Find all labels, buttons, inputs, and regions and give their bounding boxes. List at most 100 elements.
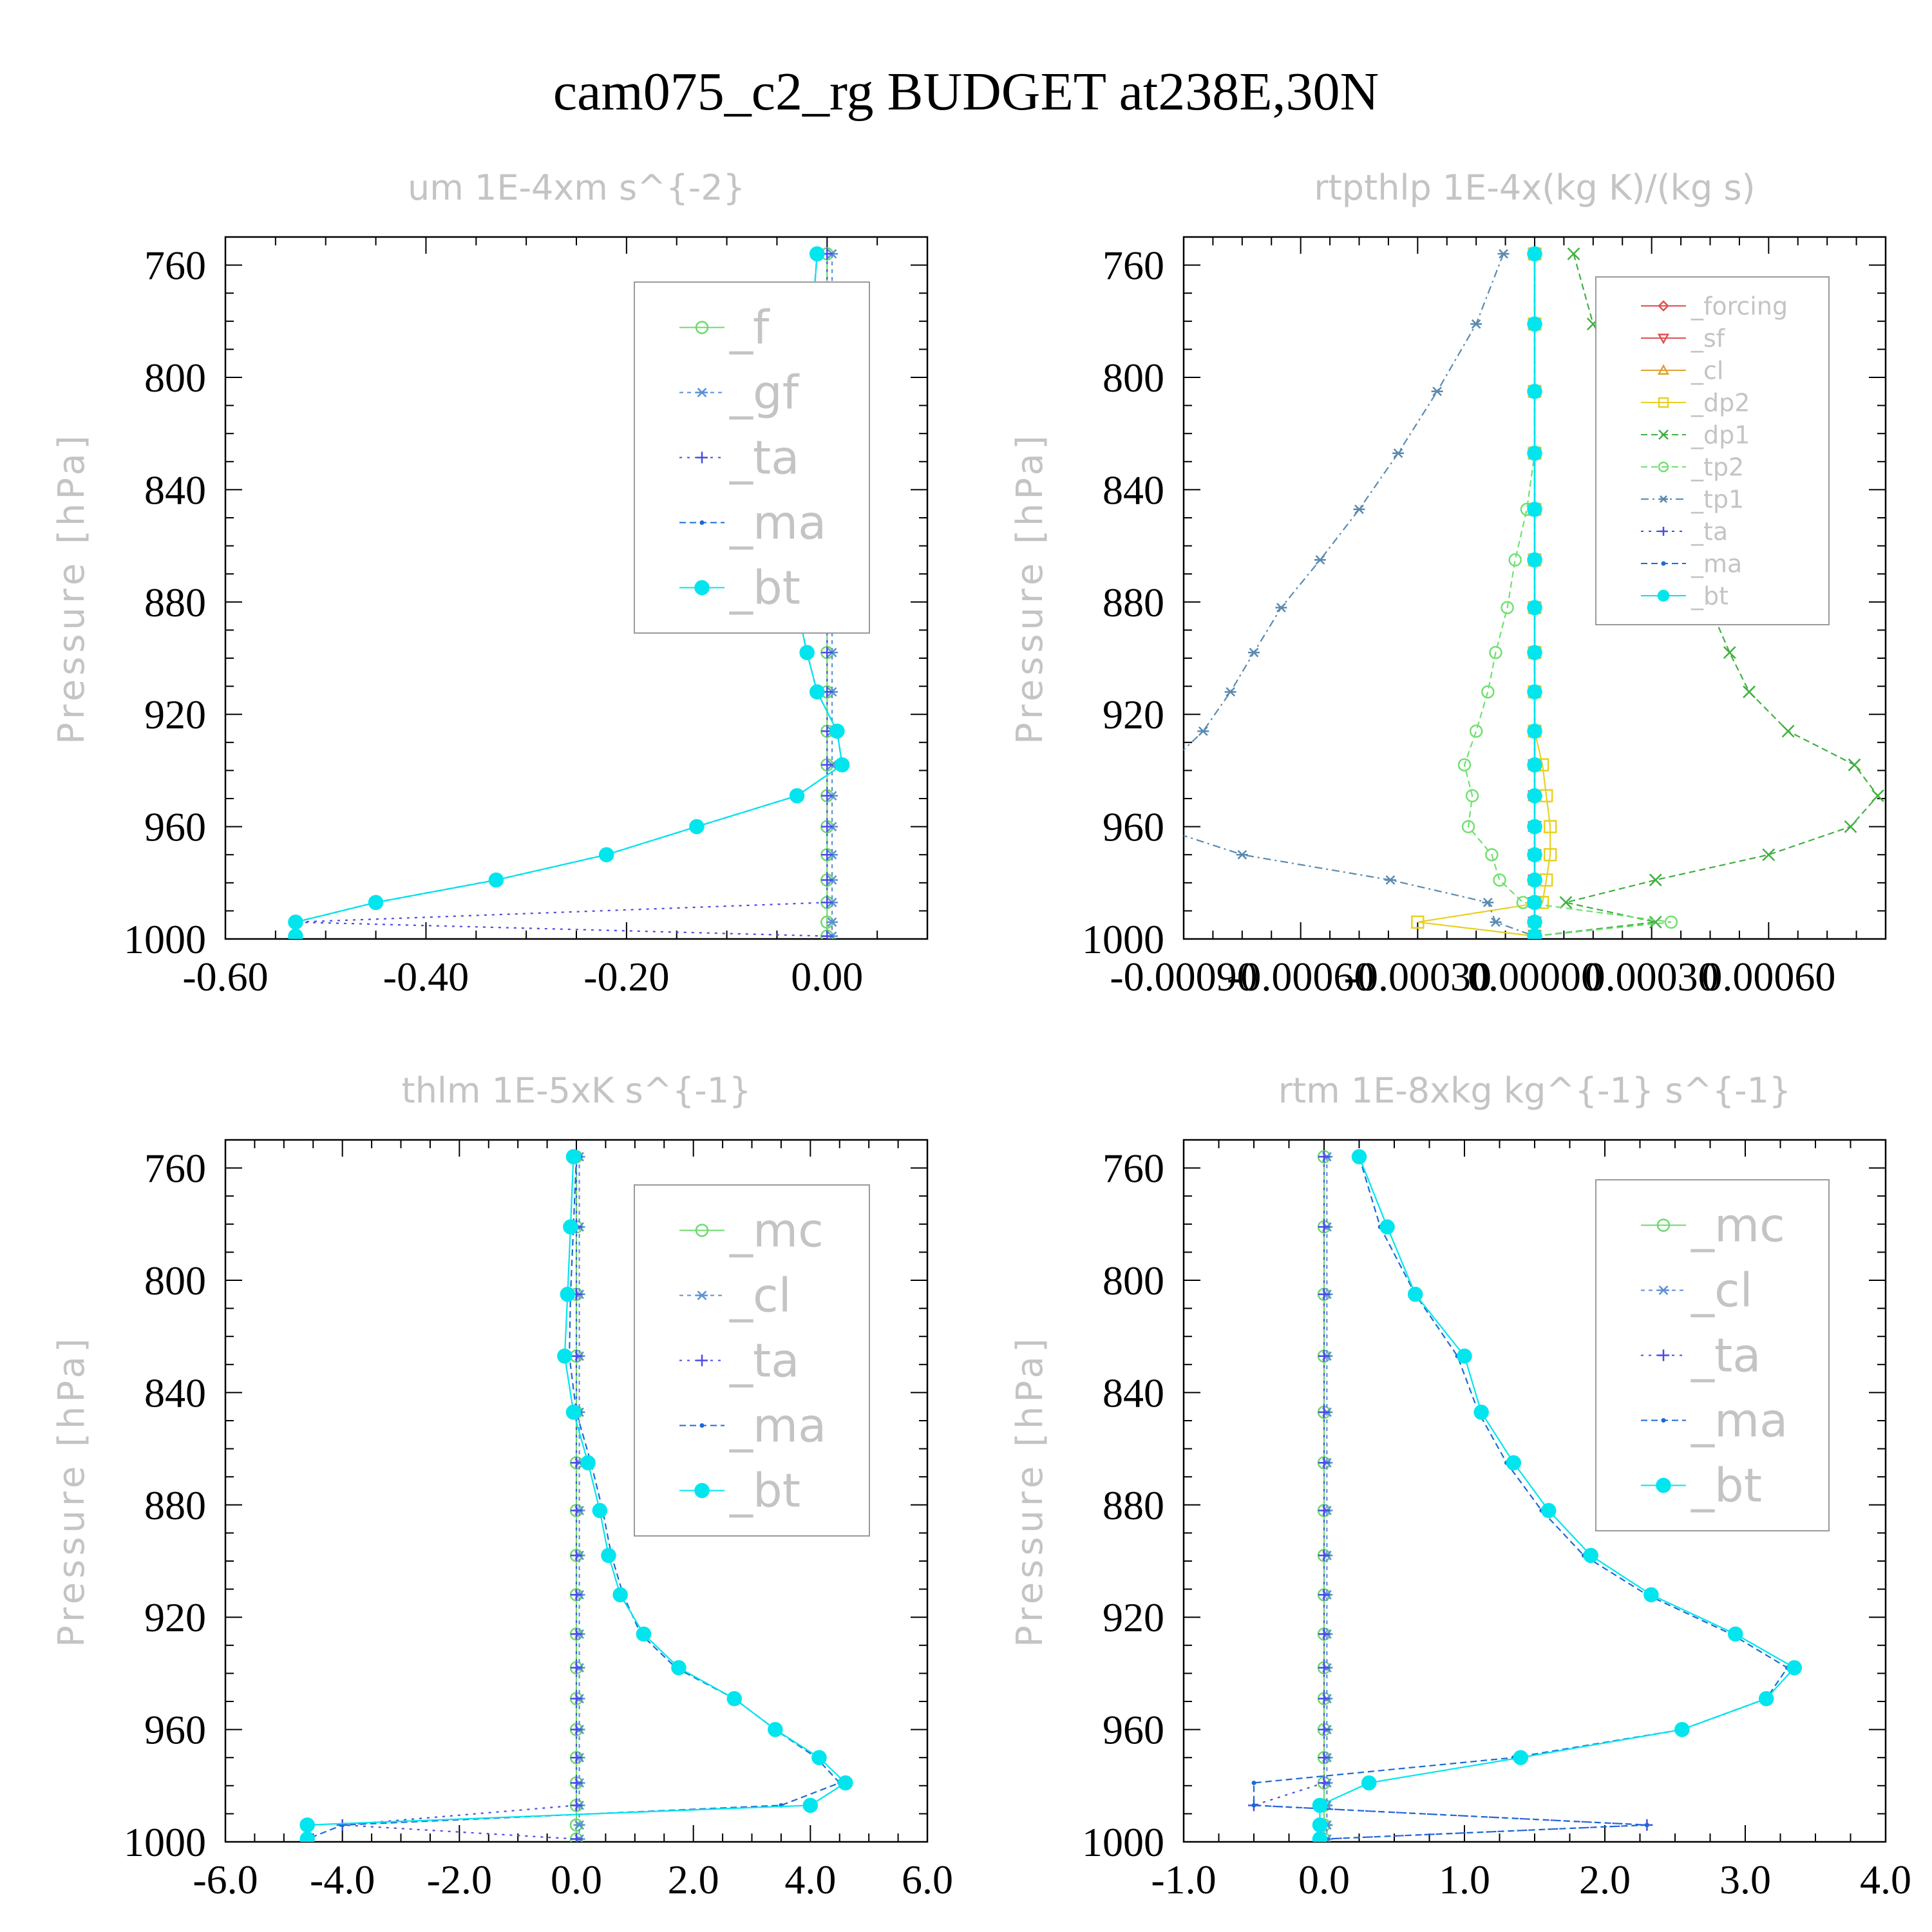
series-line <box>342 1157 578 1840</box>
data-point <box>1848 758 1861 772</box>
data-point <box>1493 873 1506 887</box>
data-point <box>1275 603 1287 612</box>
data-point <box>1501 601 1514 614</box>
data-point <box>1490 917 1502 927</box>
data-point <box>1384 875 1396 885</box>
data-point <box>1318 1406 1330 1418</box>
y-tick-label: 920 <box>144 1595 206 1640</box>
legend-swatch-marker <box>1656 1218 1671 1232</box>
data-point <box>1318 1549 1330 1562</box>
data-point <box>571 1692 582 1705</box>
legend-label: _bt <box>1690 1459 1762 1513</box>
data-point <box>571 1628 582 1640</box>
legend-box <box>1595 276 1830 625</box>
y-tick-label: 1000 <box>1082 916 1164 962</box>
data-point <box>809 246 825 261</box>
y-tick-label: 880 <box>144 580 206 625</box>
legend-label: _f <box>729 301 770 355</box>
data-point <box>838 1775 853 1791</box>
series_ta <box>1248 1151 1653 1842</box>
data-point <box>671 1660 687 1676</box>
y-tick-label: 760 <box>1103 1146 1164 1191</box>
data-point <box>1727 1626 1743 1642</box>
data-point <box>571 1504 582 1517</box>
y-tick-label: 760 <box>144 243 206 289</box>
data-point <box>821 759 833 771</box>
data-point <box>1527 819 1542 835</box>
data-point <box>1392 448 1405 459</box>
x-tick-label: -0.20 <box>583 954 669 999</box>
y-axis-label: Pressure [hPa] <box>1009 1334 1051 1647</box>
y-tick-label: 760 <box>144 1146 206 1191</box>
legend: _mc _cl _ta _ma _bt <box>1595 1179 1830 1531</box>
legend-label: _mc <box>1690 1198 1785 1253</box>
y-tick-label: 920 <box>1103 1595 1164 1640</box>
data-point <box>1871 789 1884 802</box>
data-point <box>689 819 705 835</box>
legend-swatch-marker <box>696 388 708 397</box>
legend-swatch-marker <box>1658 461 1669 473</box>
data-point <box>1527 445 1542 461</box>
legend-swatch-marker <box>699 1423 705 1428</box>
data-point <box>299 1817 315 1833</box>
data-point <box>288 914 303 930</box>
data-point <box>1743 685 1756 699</box>
legend-label: _cl <box>1690 1264 1753 1318</box>
data-point <box>1318 1221 1330 1233</box>
data-point <box>560 1287 576 1302</box>
data-point <box>571 1549 582 1562</box>
data-point <box>821 790 833 802</box>
legend: _f _gf _ta _ma _bt <box>634 281 870 634</box>
legend-swatch-marker <box>699 520 705 525</box>
x-tick-label: -4.0 <box>310 1857 375 1902</box>
y-tick-label: 920 <box>144 692 206 737</box>
series_bt <box>1527 246 1542 939</box>
data-point <box>789 788 805 804</box>
data-point <box>1527 552 1542 568</box>
data-point <box>1508 553 1522 567</box>
x-tick-label: 1.0 <box>1439 1857 1490 1902</box>
data-point <box>580 1455 596 1471</box>
data-point <box>368 895 384 911</box>
y-tick-label: 800 <box>144 355 206 401</box>
legend-label: _forcing <box>1690 292 1788 320</box>
legend: _mc _cl _ta _ma _bt <box>634 1184 870 1537</box>
data-point <box>488 872 504 888</box>
data-point <box>1527 757 1542 773</box>
legend-swatch-marker <box>696 1291 708 1300</box>
data-point <box>1527 645 1542 661</box>
figure-title: cam075_c2_rg BUDGET at238E,30N <box>553 62 1379 122</box>
data-point <box>1473 1405 1489 1420</box>
data-point <box>1781 724 1795 738</box>
data-point <box>288 928 303 939</box>
data-point <box>1318 1504 1330 1517</box>
y-tick-label: 920 <box>1103 692 1164 737</box>
data-point <box>834 757 850 773</box>
legend-label: _ma <box>1690 1394 1788 1448</box>
data-point <box>1527 914 1542 930</box>
legend-swatch-marker <box>1658 300 1669 312</box>
legend-label: _tp2 <box>1690 453 1744 481</box>
x-tick-label: 2.0 <box>668 1857 719 1902</box>
data-point <box>1559 896 1573 909</box>
y-tick-label: 840 <box>144 467 206 513</box>
series-line <box>1253 1156 1788 1840</box>
x-tick-label: -0.40 <box>383 954 469 999</box>
data-point <box>601 1548 616 1564</box>
x-tick-label: 4.0 <box>784 1857 836 1902</box>
data-point <box>571 1833 582 1842</box>
legend-swatch-marker <box>1658 430 1669 440</box>
legend-swatch-marker <box>1658 1349 1669 1361</box>
data-point <box>1379 1219 1395 1235</box>
data-point <box>636 1626 652 1642</box>
series-line <box>1417 254 1551 937</box>
plot-area <box>1162 246 1884 939</box>
data-point <box>1762 848 1776 862</box>
data-point <box>571 1589 582 1601</box>
legend-label: _bt <box>729 1464 800 1518</box>
data-point <box>1162 761 1174 769</box>
data-point <box>573 1820 585 1830</box>
data-point <box>571 1662 582 1674</box>
legend-swatch-marker <box>696 451 708 464</box>
series-line <box>1253 1157 1647 1840</box>
